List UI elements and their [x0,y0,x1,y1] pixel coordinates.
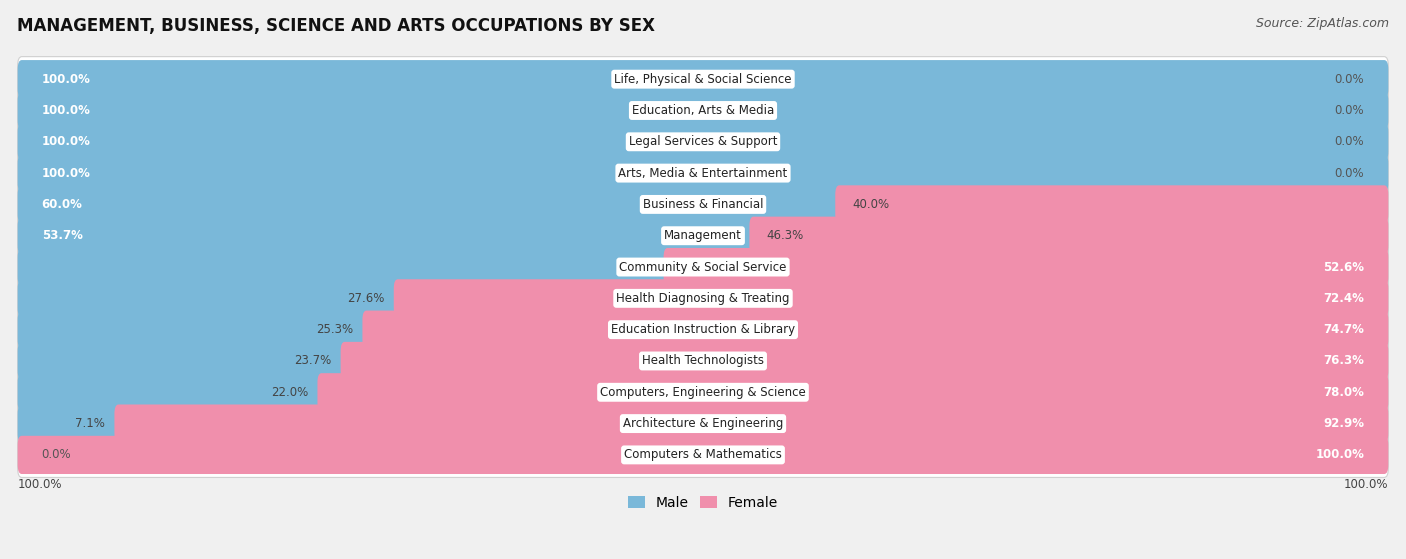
Text: 100.0%: 100.0% [42,73,90,86]
FancyBboxPatch shape [18,280,402,318]
Text: Computers & Mathematics: Computers & Mathematics [624,448,782,461]
Text: Life, Physical & Social Science: Life, Physical & Social Science [614,73,792,86]
FancyBboxPatch shape [18,248,672,286]
Text: 23.7%: 23.7% [294,354,332,367]
Text: 60.0%: 60.0% [42,198,83,211]
Text: MANAGEMENT, BUSINESS, SCIENCE AND ARTS OCCUPATIONS BY SEX: MANAGEMENT, BUSINESS, SCIENCE AND ARTS O… [17,17,655,35]
Text: 52.6%: 52.6% [1323,260,1364,273]
Text: Management: Management [664,229,742,242]
Text: 0.0%: 0.0% [1334,104,1364,117]
FancyBboxPatch shape [18,405,122,443]
Text: 0.0%: 0.0% [1334,73,1364,86]
Text: 0.0%: 0.0% [1334,167,1364,179]
FancyBboxPatch shape [18,154,1388,192]
Text: Education Instruction & Library: Education Instruction & Library [612,323,794,336]
Text: 40.0%: 40.0% [852,198,890,211]
Text: 27.6%: 27.6% [347,292,384,305]
Legend: Male, Female: Male, Female [623,490,783,515]
Text: 100.0%: 100.0% [42,104,90,117]
Text: Education, Arts & Media: Education, Arts & Media [631,104,775,117]
Text: 78.0%: 78.0% [1323,386,1364,399]
FancyBboxPatch shape [18,311,370,349]
Text: 100.0%: 100.0% [1316,448,1364,461]
FancyBboxPatch shape [18,338,1388,383]
Text: Legal Services & Support: Legal Services & Support [628,135,778,148]
FancyBboxPatch shape [18,432,1388,477]
Text: 100.0%: 100.0% [18,479,62,491]
Text: Health Diagnosing & Treating: Health Diagnosing & Treating [616,292,790,305]
FancyBboxPatch shape [318,373,1388,411]
Text: 0.0%: 0.0% [42,448,72,461]
Text: 100.0%: 100.0% [1344,479,1388,491]
Text: 25.3%: 25.3% [316,323,353,336]
Text: Architecture & Engineering: Architecture & Engineering [623,417,783,430]
Text: Health Technologists: Health Technologists [643,354,763,367]
Text: 0.0%: 0.0% [1334,135,1364,148]
FancyBboxPatch shape [394,280,1388,318]
Text: 53.7%: 53.7% [42,229,83,242]
FancyBboxPatch shape [18,56,1388,102]
FancyBboxPatch shape [18,88,1388,133]
Text: 7.1%: 7.1% [75,417,105,430]
FancyBboxPatch shape [18,186,844,224]
FancyBboxPatch shape [18,119,1388,164]
FancyBboxPatch shape [18,401,1388,446]
Text: 22.0%: 22.0% [271,386,308,399]
FancyBboxPatch shape [664,248,1388,286]
FancyBboxPatch shape [18,91,1388,130]
Text: 92.9%: 92.9% [1323,417,1364,430]
Text: Computers, Engineering & Science: Computers, Engineering & Science [600,386,806,399]
FancyBboxPatch shape [18,217,758,255]
FancyBboxPatch shape [18,436,1388,474]
Text: 47.4%: 47.4% [617,260,654,273]
FancyBboxPatch shape [18,342,349,380]
FancyBboxPatch shape [114,405,1388,443]
Text: Business & Financial: Business & Financial [643,198,763,211]
FancyBboxPatch shape [18,276,1388,321]
Text: 100.0%: 100.0% [42,167,90,179]
FancyBboxPatch shape [835,186,1388,224]
FancyBboxPatch shape [18,369,1388,415]
FancyBboxPatch shape [18,150,1388,196]
FancyBboxPatch shape [18,60,1388,98]
FancyBboxPatch shape [18,307,1388,352]
Text: Source: ZipAtlas.com: Source: ZipAtlas.com [1256,17,1389,30]
Text: 100.0%: 100.0% [42,135,90,148]
Text: 76.3%: 76.3% [1323,354,1364,367]
FancyBboxPatch shape [749,217,1388,255]
FancyBboxPatch shape [340,342,1388,380]
Text: Community & Social Service: Community & Social Service [619,260,787,273]
FancyBboxPatch shape [18,244,1388,290]
FancyBboxPatch shape [363,311,1388,349]
FancyBboxPatch shape [18,213,1388,258]
Text: 72.4%: 72.4% [1323,292,1364,305]
Text: Arts, Media & Entertainment: Arts, Media & Entertainment [619,167,787,179]
Text: 74.7%: 74.7% [1323,323,1364,336]
Text: 46.3%: 46.3% [766,229,804,242]
FancyBboxPatch shape [18,182,1388,227]
FancyBboxPatch shape [18,373,325,411]
FancyBboxPatch shape [18,122,1388,161]
